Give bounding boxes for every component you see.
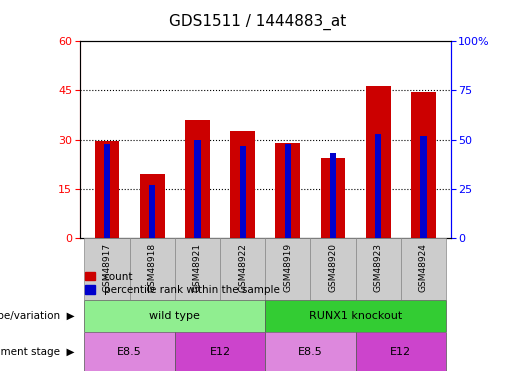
Bar: [95, 141, 119, 238]
Text: GDS1511 / 1444883_at: GDS1511 / 1444883_at: [169, 14, 346, 30]
Bar: [366, 86, 391, 238]
Text: E12: E12: [390, 346, 411, 357]
Text: GSM48918: GSM48918: [148, 243, 157, 292]
Bar: [84, 238, 130, 300]
Bar: [411, 92, 436, 238]
Text: RUNX1 knockout: RUNX1 knockout: [309, 311, 402, 321]
Bar: [185, 120, 210, 238]
Text: E12: E12: [210, 346, 231, 357]
Text: GSM48921: GSM48921: [193, 243, 202, 292]
Text: E8.5: E8.5: [117, 346, 142, 357]
Text: GSM48924: GSM48924: [419, 243, 428, 292]
Bar: [265, 332, 356, 371]
Bar: [84, 332, 175, 371]
Bar: [84, 300, 265, 332]
Bar: [356, 332, 446, 371]
Bar: [149, 185, 156, 238]
Text: E8.5: E8.5: [298, 346, 323, 357]
Text: GSM48917: GSM48917: [102, 243, 111, 292]
Bar: [420, 136, 426, 238]
Text: GSM48923: GSM48923: [374, 243, 383, 292]
Bar: [175, 332, 265, 371]
Text: genotype/variation  ▶: genotype/variation ▶: [0, 311, 75, 321]
Bar: [321, 158, 346, 238]
Text: GSM48922: GSM48922: [238, 243, 247, 292]
Bar: [265, 300, 446, 332]
Text: development stage  ▶: development stage ▶: [0, 346, 75, 357]
Bar: [194, 140, 200, 238]
Bar: [276, 143, 300, 238]
Bar: [356, 238, 401, 300]
Bar: [140, 174, 165, 238]
Bar: [230, 132, 255, 238]
Text: GSM48919: GSM48919: [283, 243, 293, 292]
Text: GSM48920: GSM48920: [329, 243, 337, 292]
Bar: [285, 144, 291, 238]
Bar: [175, 238, 220, 300]
Bar: [104, 144, 110, 238]
Text: wild type: wild type: [149, 311, 200, 321]
Bar: [220, 238, 265, 300]
Bar: [265, 238, 311, 300]
Bar: [330, 153, 336, 238]
Legend: count, percentile rank within the sample: count, percentile rank within the sample: [85, 272, 280, 295]
Bar: [239, 146, 246, 238]
Bar: [401, 238, 446, 300]
Bar: [375, 134, 382, 238]
Bar: [311, 238, 356, 300]
Bar: [130, 238, 175, 300]
